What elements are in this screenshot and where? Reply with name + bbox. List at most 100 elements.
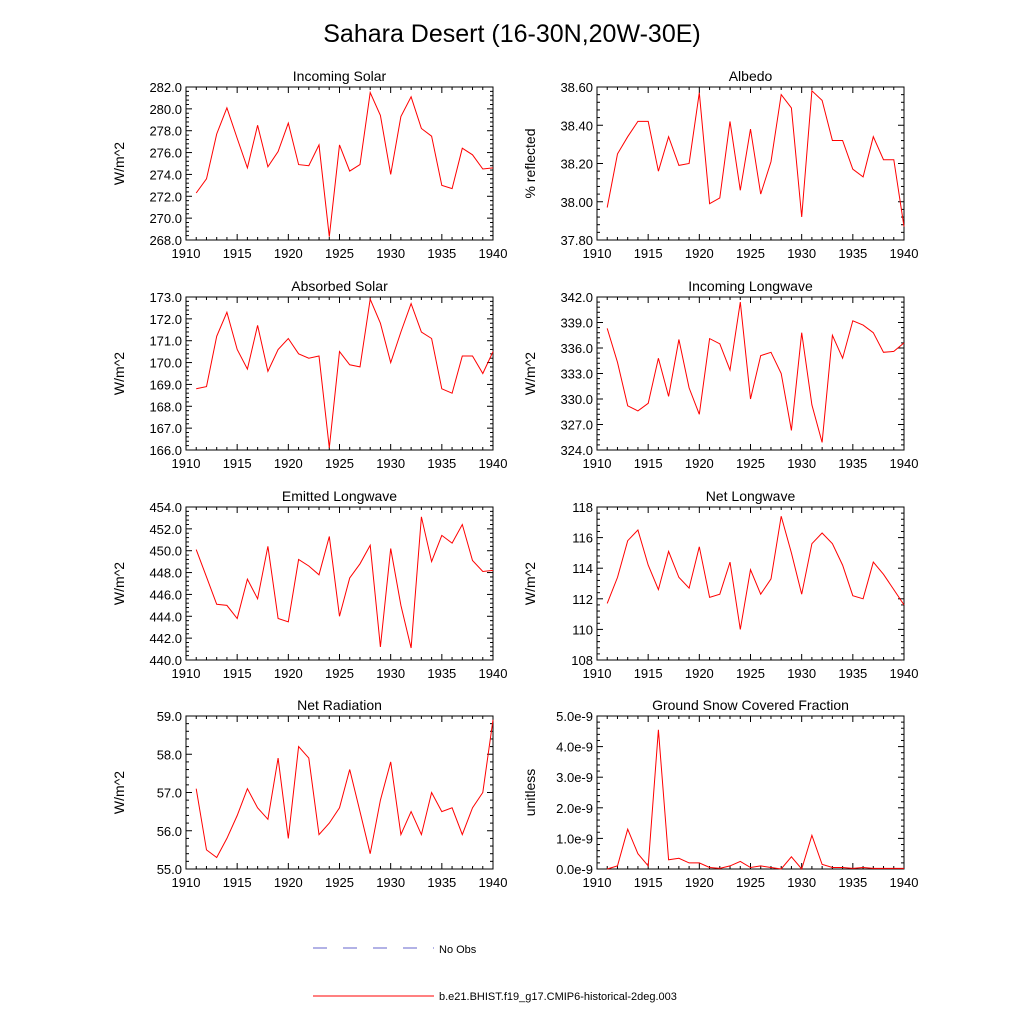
chart-panel-4: Incoming Longwave W/m^2 1910 1915 1920 1925 19… <box>522 278 918 471</box>
series-line <box>195 719 494 859</box>
panel-title: Absorbed Solar <box>291 278 388 294</box>
y-tick-label: 442.0 <box>149 631 182 646</box>
y-tick-label: 38.00 <box>560 195 593 210</box>
y-tick-label: 3.0e-9 <box>556 770 593 785</box>
x-tick-label: 1910 <box>583 666 612 681</box>
x-tick-label: 1915 <box>223 875 252 890</box>
y-tick-label: 282.0 <box>149 80 182 95</box>
y-tick-label: 454.0 <box>149 500 182 515</box>
plot-frame <box>185 86 494 241</box>
x-tick-label: 1920 <box>274 246 303 261</box>
x-tick-label: 1935 <box>427 456 456 471</box>
x-tick-label: 1910 <box>172 246 201 261</box>
chart-panel-6: Net Longwave W/m^2 1910 1915 1920 1925 1930 193… <box>522 488 918 681</box>
plot-frame <box>596 506 905 661</box>
x-tick-label: 1935 <box>838 246 867 261</box>
x-tick-label: 1910 <box>583 456 612 471</box>
y-tick-label: 166.0 <box>149 443 182 458</box>
y-tick-label: 0.0e-9 <box>556 862 593 877</box>
y-tick-label: 1.0e-9 <box>556 831 593 846</box>
plot-frame <box>185 715 494 870</box>
x-tick-label: 1940 <box>479 246 508 261</box>
y-tick-label: 170.0 <box>149 356 182 371</box>
chart-panel-3: Absorbed Solar W/m^2 1910 1915 1920 1925 1930 1… <box>111 278 507 471</box>
x-tick-label: 1920 <box>274 456 303 471</box>
y-tick-label: 112 <box>572 592 593 607</box>
y-axis-label: W/m^2 <box>111 771 127 814</box>
x-tick-label: 1915 <box>634 456 663 471</box>
x-tick-label: 1930 <box>787 456 816 471</box>
y-axis-label: % reflected <box>522 128 538 198</box>
x-tick-label: 1925 <box>325 875 354 890</box>
series-line <box>606 302 905 443</box>
y-tick-label: 5.0e-9 <box>556 709 593 724</box>
y-tick-label: 327.0 <box>560 418 593 433</box>
panel-title: Net Radiation <box>297 697 382 713</box>
x-tick-label: 1940 <box>890 666 919 681</box>
x-tick-label: 1935 <box>838 875 867 890</box>
y-axis-label: W/m^2 <box>111 352 127 395</box>
x-tick-label: 1925 <box>736 875 765 890</box>
y-axis-label: unitless <box>522 769 538 816</box>
legend: No Obs b.e21.BHIST.f19_g17.CMIP6-histori… <box>313 944 677 1003</box>
y-axis-label: W/m^2 <box>522 562 538 605</box>
y-tick-label: 448.0 <box>149 566 182 581</box>
plot-frame <box>596 715 905 870</box>
plot-frame <box>596 86 905 241</box>
series-line <box>607 729 904 871</box>
y-tick-label: 56.0 <box>157 824 182 839</box>
x-tick-label: 1920 <box>685 456 714 471</box>
y-tick-label: 57.0 <box>157 786 182 801</box>
y-tick-label: 55.0 <box>157 862 182 877</box>
legend-model-label: b.e21.BHIST.f19_g17.CMIP6-historical-2de… <box>439 991 677 1003</box>
x-tick-label: 1915 <box>634 246 663 261</box>
x-tick-label: 1910 <box>172 456 201 471</box>
plot-frame <box>185 506 494 661</box>
y-tick-label: 167.0 <box>149 421 182 436</box>
panel-title: Net Longwave <box>706 488 796 504</box>
series-line <box>195 516 494 649</box>
legend-obs-label: No Obs <box>439 944 477 956</box>
chart-panel-8: Ground Snow Covered Fraction unitless 1910… <box>522 697 918 890</box>
y-tick-label: 171.0 <box>149 334 182 349</box>
x-tick-label: 1940 <box>890 456 919 471</box>
y-tick-label: 446.0 <box>149 587 182 602</box>
x-tick-label: 1915 <box>223 456 252 471</box>
x-tick-label: 1930 <box>787 666 816 681</box>
series-line <box>196 297 494 448</box>
x-tick-label: 1915 <box>223 666 252 681</box>
series-line <box>606 89 905 227</box>
panel-title: Incoming Longwave <box>688 278 813 294</box>
x-tick-label: 1910 <box>583 875 612 890</box>
y-tick-label: 272.0 <box>149 189 182 204</box>
y-tick-label: 450.0 <box>149 544 182 559</box>
x-tick-label: 1910 <box>172 875 201 890</box>
figure-title: Sahara Desert (16-30N,20W-30E) <box>323 20 701 48</box>
x-tick-label: 1920 <box>685 875 714 890</box>
x-tick-label: 1920 <box>274 875 303 890</box>
y-tick-label: 118 <box>572 500 593 515</box>
y-tick-label: 274.0 <box>149 167 182 182</box>
x-tick-label: 1915 <box>223 246 252 261</box>
x-tick-label: 1925 <box>736 456 765 471</box>
x-tick-label: 1940 <box>479 456 508 471</box>
x-tick-label: 1925 <box>325 666 354 681</box>
y-tick-label: 2.0e-9 <box>556 801 593 816</box>
x-tick-label: 1915 <box>634 666 663 681</box>
x-tick-label: 1930 <box>376 246 405 261</box>
x-tick-label: 1940 <box>890 875 919 890</box>
y-tick-label: 330.0 <box>560 392 593 407</box>
x-tick-label: 1935 <box>838 666 867 681</box>
plot-frame <box>596 296 905 451</box>
x-tick-label: 1920 <box>685 246 714 261</box>
x-tick-label: 1935 <box>838 456 867 471</box>
x-tick-label: 1940 <box>479 666 508 681</box>
x-tick-label: 1920 <box>274 666 303 681</box>
y-tick-label: 172.0 <box>149 312 182 327</box>
y-tick-label: 37.80 <box>560 233 593 248</box>
x-tick-label: 1940 <box>890 246 919 261</box>
series-line <box>195 90 494 237</box>
y-tick-label: 108 <box>571 653 593 668</box>
y-axis-label: W/m^2 <box>111 562 127 605</box>
